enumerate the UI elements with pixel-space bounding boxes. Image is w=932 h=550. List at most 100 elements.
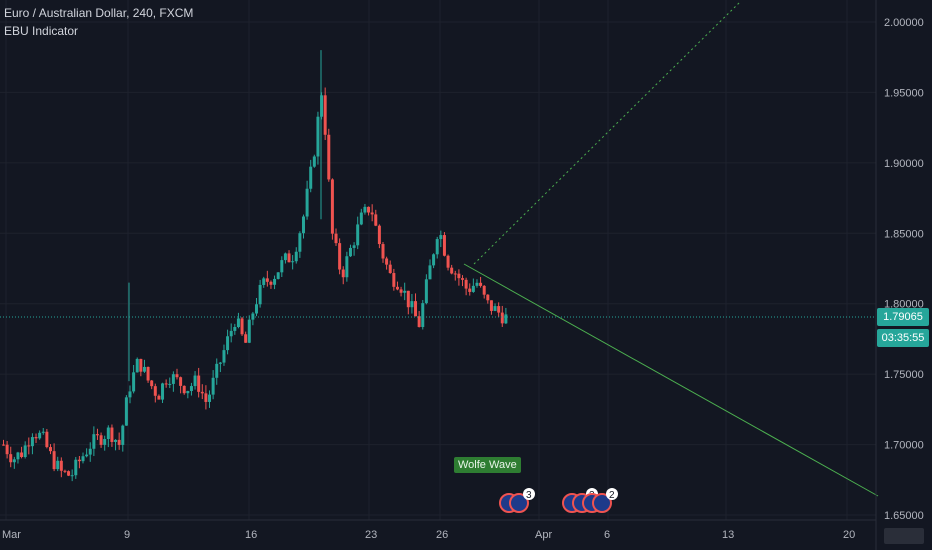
candle-body	[186, 390, 190, 394]
price-axis-label: 1.95000	[884, 87, 924, 99]
candle-body	[450, 267, 454, 274]
candle-body	[164, 383, 168, 385]
candle-body	[500, 312, 504, 324]
candle-body	[34, 437, 38, 439]
candle-body	[59, 460, 63, 471]
candle-body	[139, 358, 143, 372]
event-count-badge[interactable]	[606, 488, 618, 500]
candle-body	[226, 336, 230, 351]
candle-body	[117, 439, 121, 445]
candle-body	[5, 444, 9, 455]
candle-body	[388, 264, 392, 274]
candle-body	[262, 278, 266, 285]
time-axis-label: 20	[843, 529, 855, 541]
candle-body	[99, 435, 103, 445]
candle-body	[479, 282, 483, 286]
price-axis-label: 1.70000	[884, 440, 924, 452]
candle-body	[442, 235, 446, 256]
candle-body	[12, 459, 16, 463]
candle-body	[106, 427, 110, 439]
candle-body	[27, 445, 31, 447]
candle-body	[146, 366, 150, 381]
candle-body	[486, 294, 490, 301]
price-axis[interactable]: 2.00000 1.95000 1.90000 1.85000 1.80000 1.750…	[884, 17, 924, 522]
candle-body	[291, 261, 295, 263]
candle-body	[345, 256, 349, 278]
candle-body	[255, 304, 258, 314]
candle-body	[236, 318, 240, 327]
time-axis-label: Mar	[2, 529, 21, 541]
indicator-name[interactable]: EBU Indicator	[4, 24, 79, 38]
candle-body	[327, 134, 331, 180]
candle-body	[421, 303, 425, 327]
price-axis-label: 1.85000	[884, 228, 924, 240]
candle-body	[77, 459, 81, 462]
candle-body	[348, 247, 352, 257]
time-axis-label: 6	[604, 529, 610, 541]
candle-body	[45, 431, 49, 448]
candle-body	[193, 375, 197, 387]
candle-body	[218, 362, 222, 364]
time-axis-label: 16	[245, 529, 257, 541]
candle-body	[175, 374, 179, 378]
candle-body	[399, 289, 403, 293]
candle-body	[298, 233, 302, 252]
candle-body	[280, 260, 284, 273]
candle-body	[301, 216, 305, 234]
time-axis-label: 26	[436, 529, 448, 541]
wolfe-wave-label[interactable]: Wolfe Wave	[454, 457, 521, 473]
candle-body	[30, 437, 34, 447]
candle-body	[410, 301, 414, 308]
price-axis-label: 1.65000	[884, 510, 924, 522]
candle-body	[81, 456, 85, 462]
candle-body	[341, 269, 345, 278]
candle-body	[204, 393, 208, 402]
event-badges[interactable]: 322	[499, 488, 618, 513]
wolfe-dotted-line[interactable]	[473, 1, 741, 265]
candle-body	[168, 383, 172, 385]
candle-body	[67, 471, 71, 476]
time-axis-label: 9	[124, 529, 130, 541]
flag-icon[interactable]	[509, 493, 529, 513]
candle-body	[370, 212, 374, 215]
candle-body	[229, 330, 233, 337]
candle-body	[309, 166, 313, 189]
candle-body	[135, 358, 139, 373]
candle-body	[283, 253, 287, 261]
candle-body	[374, 214, 378, 226]
candle-body	[128, 391, 132, 398]
candle-body	[287, 253, 291, 263]
time-axis[interactable]: Mar 9 16 23 26 Apr 6 13 20	[2, 529, 855, 541]
candle-body	[265, 278, 269, 282]
candle-body	[215, 363, 219, 378]
candle-body	[464, 279, 468, 289]
candle-body	[316, 116, 320, 157]
candle-body	[85, 454, 89, 457]
wolfe-projection-line[interactable]	[463, 263, 879, 497]
candle-body	[356, 224, 360, 246]
candle-body	[471, 285, 475, 292]
candle-body	[179, 377, 183, 386]
candle-body	[457, 273, 461, 279]
candle-body	[233, 326, 237, 331]
flag-icon[interactable]	[592, 493, 612, 513]
candle-body	[392, 273, 396, 287]
candle-body	[258, 284, 262, 305]
candle-body	[110, 427, 114, 442]
candle-body	[103, 438, 107, 445]
candle-body	[171, 374, 175, 384]
candle-body	[497, 306, 501, 313]
candle-body	[222, 350, 226, 363]
candle-body	[189, 386, 193, 391]
candle-body	[414, 301, 418, 317]
candle-body	[504, 314, 508, 324]
candle-body	[338, 243, 342, 270]
candle-body	[461, 278, 465, 280]
candle-body	[74, 459, 78, 476]
candle-body	[70, 475, 74, 477]
event-count-badge[interactable]	[523, 488, 535, 500]
chart-settings-corner[interactable]	[884, 528, 924, 544]
candle-body	[157, 395, 161, 400]
